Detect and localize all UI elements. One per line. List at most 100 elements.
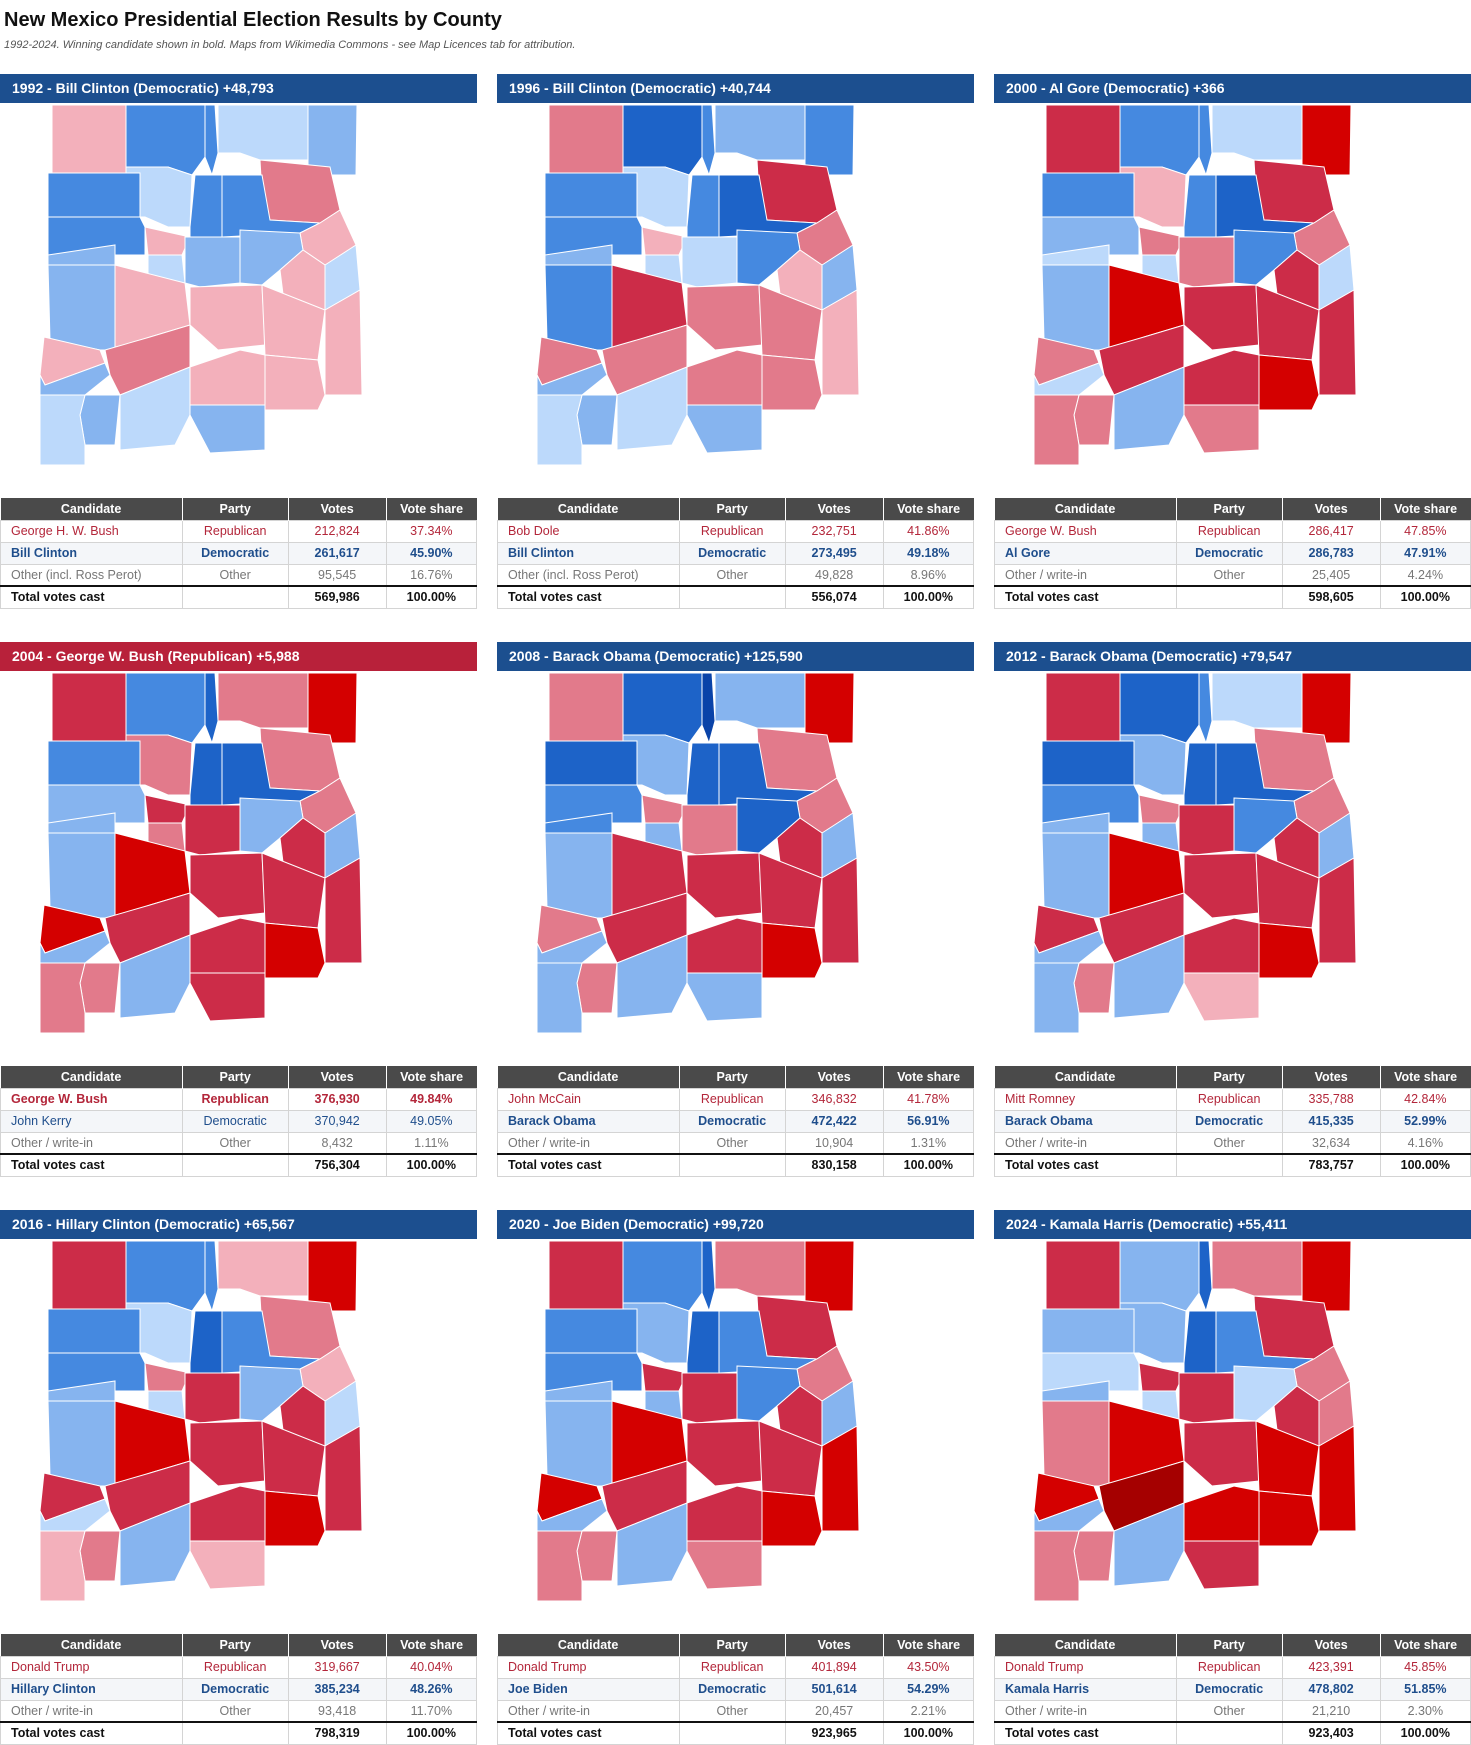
total-votes: 923,403	[1281, 1721, 1381, 1745]
cell-candidate: Hillary Clinton	[0, 1677, 183, 1701]
county-shape	[548, 105, 624, 174]
cell-party: Other	[181, 1131, 289, 1155]
election-panel-1992: 1992 - Bill Clinton (Democratic) +48,793…	[0, 74, 478, 609]
column-header: Candidate	[497, 1066, 680, 1088]
county-shape	[622, 734, 690, 796]
county-shape	[1258, 922, 1320, 979]
county-shape	[761, 922, 823, 979]
cell-candidate: Donald Trump	[497, 1655, 680, 1679]
county-shape	[1113, 934, 1185, 1019]
cell-candidate: Other / write-in	[0, 1131, 183, 1155]
county-shape	[51, 105, 127, 174]
column-header: Candidate	[497, 498, 680, 520]
cell-votes: 21,210	[1281, 1699, 1381, 1723]
total-share: 100.00%	[1379, 1153, 1471, 1177]
results-table: Candidate Party Votes Vote share Donald Trum…	[994, 1634, 1471, 1745]
cell-votes: 501,614	[784, 1677, 884, 1701]
county-shape	[1198, 105, 1213, 177]
total-empty	[181, 1721, 289, 1745]
total-share: 100.00%	[882, 1153, 975, 1177]
total-label: Total votes cast	[497, 585, 680, 609]
county-shape	[1113, 366, 1185, 451]
county-shape	[1183, 1420, 1260, 1487]
cell-share: 1.11%	[385, 1131, 478, 1155]
county-shape	[79, 394, 121, 446]
county-shape	[51, 673, 127, 742]
cell-votes: 8,432	[287, 1131, 387, 1155]
cell-candidate: Bill Clinton	[0, 541, 183, 565]
county-shape	[714, 105, 806, 161]
county-shape	[1113, 1502, 1185, 1587]
county-shape	[1258, 354, 1320, 411]
column-header: Party	[182, 498, 289, 520]
panel-header: 2008 - Barack Obama (Democratic) +125,59…	[497, 642, 974, 671]
results-table: Candidate Party Votes Vote share John McCain…	[497, 1066, 975, 1177]
table-header-row: Candidate Party Votes Vote share	[497, 498, 974, 520]
county-shape	[544, 1400, 613, 1487]
county-shape	[686, 174, 720, 238]
county-shape	[189, 1420, 266, 1487]
column-header: Vote share	[386, 498, 477, 520]
county-shape	[536, 962, 583, 1034]
column-header: Votes	[785, 1066, 884, 1088]
total-votes: 569,986	[287, 585, 387, 609]
county-shape	[204, 673, 219, 745]
total-share: 100.00%	[882, 585, 975, 609]
results-table: Candidate Party Votes Vote share Donald Trum…	[497, 1634, 975, 1745]
cell-party: Republican	[678, 519, 786, 543]
county-shape	[125, 105, 206, 176]
election-panel-2008: 2008 - Barack Obama (Democratic) +125,59…	[497, 642, 975, 1177]
county-shape	[761, 1490, 823, 1547]
total-row: Total votes cast 798,319 100.00%	[0, 1721, 478, 1745]
county-shape	[686, 972, 763, 1022]
panel-header: 2020 - Joe Biden (Democratic) +99,720	[497, 1210, 974, 1239]
county-map	[1033, 1241, 1357, 1602]
county-map-area	[0, 673, 477, 1053]
county-shape	[681, 804, 738, 856]
cell-share: 47.85%	[1379, 519, 1471, 543]
county-shape	[1183, 972, 1260, 1022]
cell-candidate: Other / write-in	[994, 1131, 1177, 1155]
results-table: Candidate Party Votes Vote share George W. B…	[994, 498, 1471, 609]
county-shape	[622, 166, 690, 228]
county-shape	[1045, 105, 1121, 174]
county-shape	[1033, 394, 1080, 466]
county-shape	[701, 1241, 716, 1313]
cell-share: 54.29%	[882, 1677, 975, 1701]
county-shape	[217, 105, 309, 161]
column-header: Party	[182, 1066, 289, 1088]
county-shape	[47, 1308, 141, 1354]
total-votes: 923,965	[784, 1721, 884, 1745]
county-shape	[1301, 673, 1352, 744]
county-shape	[686, 1310, 720, 1374]
cell-votes: 415,335	[1281, 1109, 1381, 1133]
county-shape	[686, 1420, 763, 1487]
column-header: Votes	[785, 498, 884, 520]
results-table: Candidate Party Votes Vote share Mitt Romney…	[994, 1066, 1471, 1177]
county-shape	[1119, 1241, 1200, 1312]
cell-party: Republican	[181, 519, 289, 543]
election-panel-2024: 2024 - Kamala Harris (Democratic) +55,41…	[994, 1210, 1471, 1745]
cell-party: Other	[1175, 1699, 1283, 1723]
county-shape	[544, 264, 613, 351]
candidate-row: Barack Obama Democratic 472,422 56.91%	[497, 1109, 975, 1133]
column-header: Candidate	[0, 1066, 183, 1088]
election-panel-2016: 2016 - Hillary Clinton (Democratic) +65,…	[0, 1210, 478, 1745]
column-header: Candidate	[994, 1634, 1177, 1656]
total-label: Total votes cast	[994, 1721, 1177, 1745]
county-shape	[1119, 734, 1187, 796]
cell-party: Democratic	[678, 1109, 786, 1133]
county-map-area	[497, 673, 974, 1053]
column-header: Votes	[785, 1634, 884, 1656]
county-shape	[144, 226, 191, 256]
cell-share: 16.76%	[385, 563, 478, 587]
column-header: Votes	[288, 1634, 387, 1656]
county-shape	[125, 673, 206, 744]
county-shape	[1119, 1302, 1187, 1364]
county-shape	[189, 742, 223, 806]
cell-share: 4.24%	[1379, 563, 1471, 587]
county-shape	[616, 366, 688, 451]
results-table: Candidate Party Votes Vote share George H. W…	[0, 498, 478, 609]
county-shape	[804, 105, 855, 176]
county-shape	[47, 740, 141, 786]
